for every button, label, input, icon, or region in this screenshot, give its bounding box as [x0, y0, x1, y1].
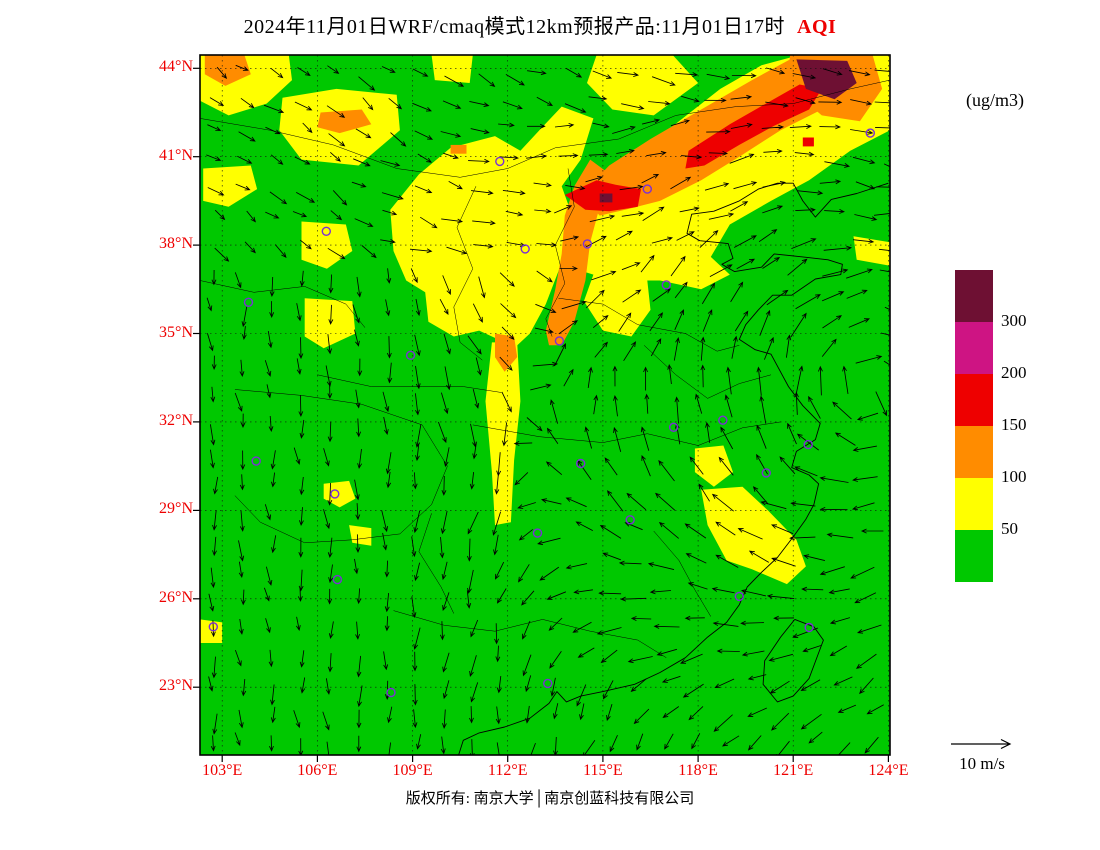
lon-tick-label: 103°E: [202, 762, 243, 779]
map-svg: [193, 54, 891, 762]
lat-tick-label: 23°N: [159, 677, 193, 695]
lon-tick-label: 112°E: [487, 762, 528, 779]
legend-break-label: 150: [1001, 415, 1027, 434]
lon-tick-label: 109°E: [392, 762, 433, 779]
legend-break-label: 300: [1001, 311, 1027, 330]
city-marker: [734, 591, 744, 602]
city-marker: [520, 244, 530, 254]
legend-colorbar: [955, 270, 993, 582]
legend-break-label: 100: [1001, 467, 1027, 486]
lat-tick-label: 29°N: [159, 500, 193, 518]
city-marker: [332, 574, 343, 585]
wind-vector-layer: [206, 64, 890, 755]
legend-break-label: 200: [1001, 363, 1027, 382]
coastline-layer: [458, 182, 889, 755]
city-marker-layer: [208, 128, 875, 698]
city-marker: [576, 458, 586, 469]
lat-tick-label: 32°N: [159, 411, 193, 429]
axis-ticks: [193, 67, 890, 762]
city-marker: [386, 687, 396, 698]
city-marker: [642, 184, 652, 194]
lon-tick-label: 106°E: [297, 762, 338, 779]
legend-break-label: 50: [1001, 519, 1018, 538]
city-marker: [543, 678, 553, 689]
lon-tick-label: 118°E: [678, 762, 718, 779]
city-marker: [405, 350, 416, 360]
lat-tick-label: 44°N: [159, 58, 193, 76]
lat-tick-label: 26°N: [159, 588, 193, 606]
copyright-text: 版权所有: 南京大学│南京创蓝科技有限公司: [405, 791, 695, 807]
legend-color-segment: [955, 322, 993, 374]
city-marker: [243, 297, 254, 308]
city-marker: [804, 622, 814, 633]
city-marker: [668, 422, 679, 432]
legend-color-segment: [955, 374, 993, 426]
city-marker: [321, 226, 332, 237]
wind-scale-arrow-icon: [948, 736, 1018, 757]
legend-units-label: (ug/m3): [966, 90, 1024, 110]
map-canvas: [193, 54, 891, 762]
city-marker: [532, 528, 543, 538]
lat-tick-label: 35°N: [159, 323, 193, 341]
lon-tick-label: 124°E: [868, 762, 909, 779]
title-text: 2024年11月01日WRF/cmaq模式12km预报产品:11月01日17时: [243, 16, 786, 38]
city-marker: [803, 439, 813, 450]
legend-color-segment: [955, 478, 993, 530]
map-frame: [199, 54, 891, 756]
city-marker: [330, 489, 340, 499]
city-marker: [625, 515, 635, 525]
title-pollutant: AQI: [797, 16, 837, 38]
lon-tick-label: 115°E: [583, 762, 623, 779]
map-layers: [200, 55, 890, 755]
city-marker: [661, 280, 671, 290]
city-marker: [208, 622, 219, 632]
city-marker: [582, 239, 593, 249]
lat-tick-label: 41°N: [159, 146, 193, 164]
page-title: 2024年11月01日WRF/cmaq模式12km预报产品:11月01日17时 A…: [0, 10, 1080, 39]
city-marker: [865, 128, 875, 138]
city-marker: [251, 456, 261, 466]
wind-scale-label: 10 m/s: [959, 754, 1005, 773]
province-boundary-layer: [200, 79, 890, 658]
lon-tick-label: 121°E: [773, 762, 814, 779]
city-marker: [761, 468, 771, 478]
city-marker: [495, 156, 505, 167]
legend-color-segment: [955, 270, 993, 322]
legend-color-segment: [955, 426, 993, 478]
city-marker: [554, 336, 565, 346]
city-marker: [718, 415, 728, 425]
lat-tick-label: 38°N: [159, 235, 193, 253]
legend-color-segment: [955, 530, 993, 582]
